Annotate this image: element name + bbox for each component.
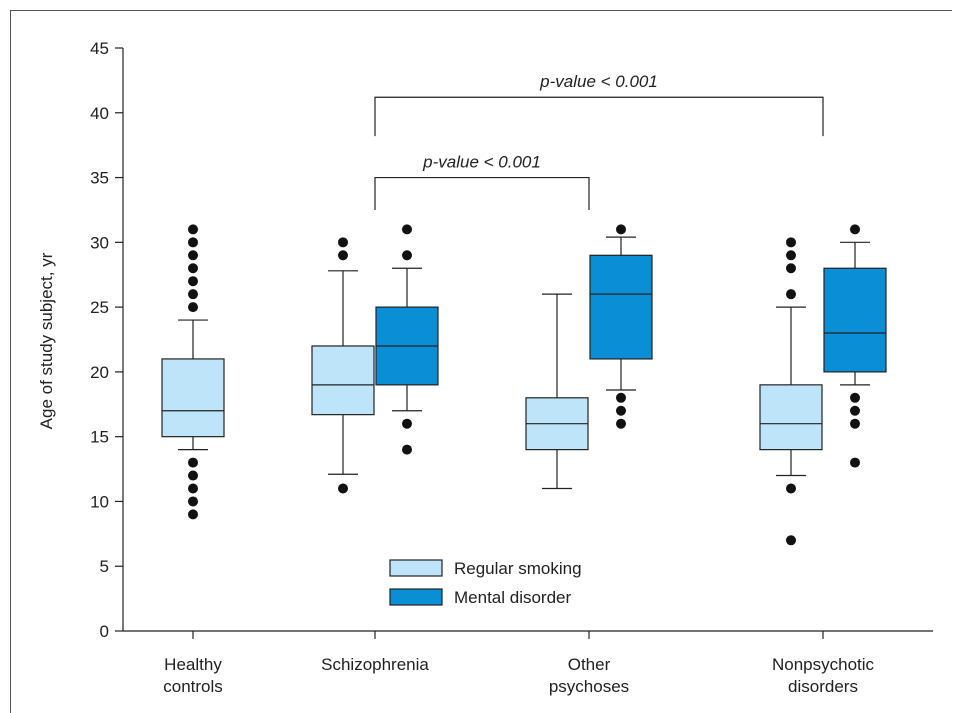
legend: Regular smoking Mental disorder — [389, 559, 582, 607]
box-mental_disorder — [375, 224, 439, 455]
outlier-point — [850, 392, 860, 403]
outlier-point — [786, 237, 796, 248]
box-mental_disorder — [589, 224, 653, 429]
iqr-box — [589, 254, 653, 360]
iqr-box — [311, 345, 375, 416]
y-tick-label: 0 — [100, 622, 109, 641]
iqr-box — [161, 358, 225, 438]
outlier-point — [338, 250, 348, 261]
y-tick-label: 10 — [90, 492, 109, 511]
outlier-point — [188, 276, 198, 287]
legend-entry-mental_disorder: Mental disorder — [389, 588, 572, 607]
y-tick-label: 35 — [90, 169, 109, 188]
outlier-point — [786, 250, 796, 261]
y-tick-label: 45 — [90, 39, 109, 58]
outlier-point — [850, 405, 860, 416]
outlier-point — [786, 289, 796, 300]
outlier-point — [402, 250, 412, 261]
chart-marks — [161, 224, 887, 546]
outlier-point — [786, 263, 796, 274]
y-tick-label: 5 — [100, 557, 109, 576]
legend-swatch — [389, 588, 443, 606]
box-regular_smoking — [759, 237, 823, 546]
legend-entry-regular_smoking: Regular smoking — [389, 559, 582, 578]
box-regular_smoking — [311, 237, 375, 494]
iqr-box — [823, 267, 887, 373]
x-category-label: psychoses — [549, 677, 629, 696]
bracket-line — [374, 176, 590, 210]
y-tick-label: 20 — [90, 363, 109, 382]
p-value-label: p-value < 0.001 — [539, 72, 658, 91]
axes: 0 5 10 15 20 25 30 35 40 45 Healthy controls Schizop… — [90, 39, 933, 696]
outlier-point — [616, 405, 626, 416]
outlier-point — [616, 392, 626, 403]
p-value-label: p-value < 0.001 — [422, 153, 541, 172]
outlier-point — [786, 483, 796, 494]
outlier-point — [616, 418, 626, 429]
x-category-label: Healthy — [164, 655, 222, 674]
y-tick-label: 25 — [90, 298, 109, 317]
x-category-label: controls — [163, 677, 223, 696]
outlier-point — [402, 418, 412, 429]
outlier-point — [188, 250, 198, 261]
outlier-point — [786, 535, 796, 546]
x-category-label: Other — [568, 655, 611, 674]
significance-bracket: p-value < 0.001 — [374, 72, 824, 137]
outlier-point — [188, 496, 198, 507]
outlier-point — [402, 224, 412, 235]
y-tick-label: 30 — [90, 233, 109, 252]
legend-label: Regular smoking — [454, 559, 582, 578]
box-regular_smoking — [525, 293, 589, 490]
legend-label: Mental disorder — [454, 588, 572, 607]
outlier-point — [188, 237, 198, 248]
outlier-point — [850, 224, 860, 235]
outlier-point — [850, 457, 860, 468]
box-mental_disorder — [823, 224, 887, 468]
outlier-point — [188, 470, 198, 481]
outlier-point — [188, 263, 198, 274]
y-axis-title: Age of study subject, yr — [37, 252, 56, 429]
significance-bracket: p-value < 0.001 — [374, 153, 590, 210]
outlier-point — [188, 457, 198, 468]
legend-swatch — [389, 559, 443, 577]
outlier-point — [338, 483, 348, 494]
x-category-label: disorders — [788, 677, 858, 696]
outlier-point — [188, 483, 198, 494]
outlier-point — [188, 224, 198, 235]
outlier-point — [188, 509, 198, 520]
box-regular_smoking — [161, 224, 225, 520]
x-category-label: Schizophrenia — [321, 655, 429, 674]
outlier-point — [188, 302, 198, 313]
chart-frame — [10, 10, 952, 713]
y-tick-label: 40 — [90, 104, 109, 123]
outlier-point — [616, 224, 626, 235]
bracket-line — [374, 96, 824, 137]
outlier-point — [402, 444, 412, 455]
outlier-point — [188, 289, 198, 300]
outlier-point — [338, 237, 348, 248]
outlier-point — [850, 418, 860, 429]
y-tick-label: 15 — [90, 428, 109, 447]
significance-annotations: p-value < 0.001 p-value < 0.001 — [374, 72, 824, 210]
x-category-label: Nonpsychotic — [772, 655, 875, 674]
iqr-box — [759, 384, 823, 451]
